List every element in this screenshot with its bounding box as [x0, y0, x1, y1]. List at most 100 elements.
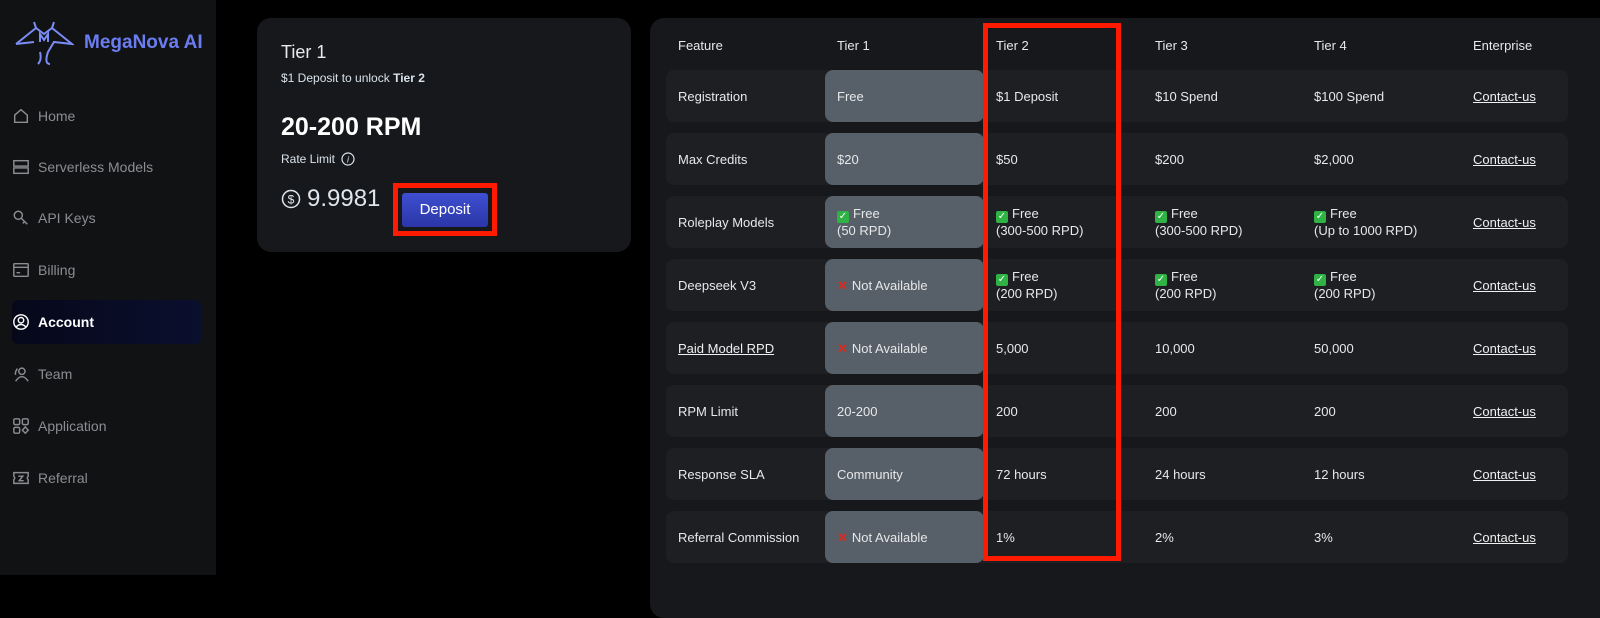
svg-text:i: i	[347, 155, 350, 165]
tier-cell: 200	[1302, 385, 1461, 437]
sidebar-item-billing[interactable]: Billing	[12, 248, 201, 292]
cell-value: 200	[1314, 403, 1336, 419]
contact-us-link[interactable]: Contact-us	[1473, 529, 1536, 545]
cross-icon: ✕	[837, 277, 848, 293]
cell-value: 50,000	[1314, 340, 1354, 356]
cell-value: 2%	[1155, 529, 1174, 545]
table-row: Paid Model RPD ✕ Not Available 5,000 10,000 5…	[666, 322, 1568, 374]
application-icon	[13, 418, 30, 435]
table-row: Deepseek V3 ✕ Not Available ✓ Free (200 RPD) ✓…	[666, 259, 1568, 311]
balance: $ 9.9981	[281, 185, 380, 213]
deposit-button[interactable]: Deposit	[402, 192, 488, 227]
cell-value: Free	[1012, 206, 1039, 221]
contact-us-link[interactable]: Contact-us	[1473, 151, 1536, 167]
sidebar-item-serverless-models[interactable]: Serverless Models	[12, 145, 201, 189]
tier-cell: Contact-us	[1461, 322, 1568, 374]
contact-us-link[interactable]: Contact-us	[1473, 466, 1536, 482]
cell-value: Not Available	[851, 529, 928, 545]
cell-value: Free	[853, 206, 880, 221]
tier-cell: $1 Deposit	[984, 70, 1143, 122]
table-row: Response SLA Community 72 hours 24 hours 12 …	[666, 448, 1568, 500]
cell-subvalue: (Up to 1000 RPD)	[1314, 223, 1418, 238]
cell-value: $10 Spend	[1155, 88, 1218, 104]
contact-us-link[interactable]: Contact-us	[1473, 88, 1536, 104]
feature-cell: Roleplay Models	[666, 196, 825, 248]
tier-cell: Contact-us	[1461, 511, 1568, 563]
cell-value: 12 hours	[1314, 466, 1365, 482]
sidebar-item-account[interactable]: Account	[12, 300, 201, 344]
cell-value: $2,000	[1314, 151, 1354, 167]
sidebar-item-api-keys[interactable]: API Keys	[12, 196, 201, 240]
logo[interactable]: MegaNova AI	[14, 20, 203, 66]
table-row: Registration Free $1 Deposit $10 Spend $100 …	[666, 70, 1568, 122]
cell-value: 200	[1155, 403, 1177, 419]
feature-cell: Referral Commission	[666, 511, 825, 563]
cell-value: Free	[1012, 269, 1039, 284]
tier-cell: ✓ Free (200 RPD)	[1302, 259, 1461, 311]
sidebar-item-team[interactable]: Team	[12, 352, 201, 396]
column-header: Tier 1	[837, 37, 870, 53]
tier-cell: $50	[984, 133, 1143, 185]
tier-cell: ✓ Free (200 RPD)	[1143, 259, 1302, 311]
sidebar-item-label: Account	[38, 314, 94, 330]
sidebar-item-referral[interactable]: Referral	[12, 456, 201, 500]
tier-cell: 1%	[984, 511, 1143, 563]
tier-cell: Contact-us	[1461, 70, 1568, 122]
feature-name[interactable]: Paid Model RPD	[678, 340, 775, 356]
sidebar: MegaNova AI Home Serverless Models API Key…	[0, 0, 216, 575]
team-icon	[14, 367, 29, 382]
column-header: Tier 2	[996, 37, 1029, 53]
sidebar-item-application[interactable]: Application	[12, 404, 201, 448]
table-row: Roleplay Models ✓ Free (50 RPD) ✓ Free (300-50…	[666, 196, 1568, 248]
cell-value: Free	[1171, 269, 1198, 284]
feature-name: Response SLA	[678, 466, 765, 482]
table-row: Max Credits $20 $50 $200 $2,000 Contact-us	[666, 133, 1568, 185]
cell-subvalue: (300-500 RPD)	[996, 223, 1084, 238]
brand-name: MegaNova AI	[84, 32, 203, 53]
sidebar-item-home[interactable]: Home	[12, 94, 201, 138]
tier-cell: ✕ Not Available	[825, 259, 984, 311]
contact-us-link[interactable]: Contact-us	[1473, 403, 1536, 419]
sidebar-item-label: Application	[38, 418, 107, 434]
feature-name: Roleplay Models	[678, 214, 775, 230]
tier-cell: ✕ Not Available	[825, 322, 984, 374]
check-icon: ✓	[1314, 211, 1326, 223]
column-header: Enterprise	[1473, 37, 1533, 53]
feature-name: RPM Limit	[678, 403, 738, 419]
cell-value: Community	[837, 466, 903, 482]
tier-cell: 20-200	[825, 385, 984, 437]
tier-subtitle: $1 Deposit to unlock Tier 2	[281, 71, 607, 85]
cell-value: 24 hours	[1155, 466, 1206, 482]
cross-icon: ✕	[837, 529, 848, 545]
column-header: Feature	[678, 37, 723, 53]
sidebar-item-label: Referral	[38, 470, 88, 486]
deposit-highlight: Deposit	[393, 183, 497, 236]
feature-name: Deepseek V3	[678, 277, 757, 293]
tier-cell: 24 hours	[1143, 448, 1302, 500]
cell-value: 10,000	[1155, 340, 1195, 356]
tier-cell: ✓ Free (300-500 RPD)	[1143, 196, 1302, 248]
cell-subvalue: (200 RPD)	[996, 286, 1058, 301]
contact-us-link[interactable]: Contact-us	[1473, 277, 1536, 293]
tier-cell: 5,000	[984, 322, 1143, 374]
dollar-icon: $	[281, 189, 301, 209]
feature-name: Referral Commission	[678, 529, 800, 545]
check-icon: ✓	[996, 211, 1008, 223]
contact-us-link[interactable]: Contact-us	[1473, 214, 1536, 230]
rpm-value: 20-200 RPM	[281, 113, 422, 141]
feature-cell: RPM Limit	[666, 385, 825, 437]
account-icon	[13, 314, 29, 330]
tier-cell: Contact-us	[1461, 385, 1568, 437]
cell-value: 20-200	[837, 403, 878, 419]
contact-us-link[interactable]: Contact-us	[1473, 340, 1536, 356]
tier-cell: ✓ Free (200 RPD)	[984, 259, 1143, 311]
tier-cell: Contact-us	[1461, 196, 1568, 248]
tier-cell: $20	[825, 133, 984, 185]
column-header: Tier 3	[1155, 37, 1188, 53]
info-icon[interactable]: i	[341, 152, 355, 166]
tier-cell: $10 Spend	[1143, 70, 1302, 122]
sidebar-item-label: Team	[38, 366, 73, 382]
tier-card: Tier 1 $1 Deposit to unlock Tier 2 20-20…	[257, 18, 631, 252]
check-icon: ✓	[996, 274, 1008, 286]
cell-value: Free	[837, 88, 864, 104]
